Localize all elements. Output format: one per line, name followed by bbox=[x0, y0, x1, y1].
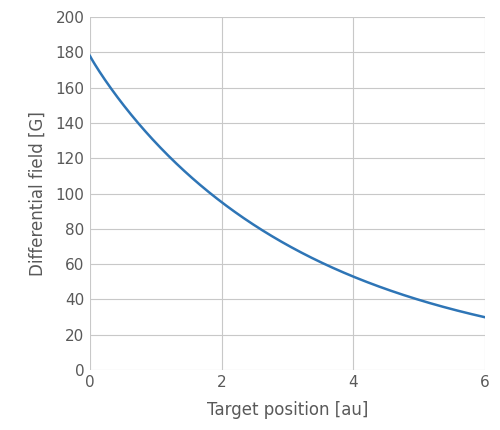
Y-axis label: Differential field [G]: Differential field [G] bbox=[29, 111, 47, 276]
X-axis label: Target position [au]: Target position [au] bbox=[207, 402, 368, 420]
